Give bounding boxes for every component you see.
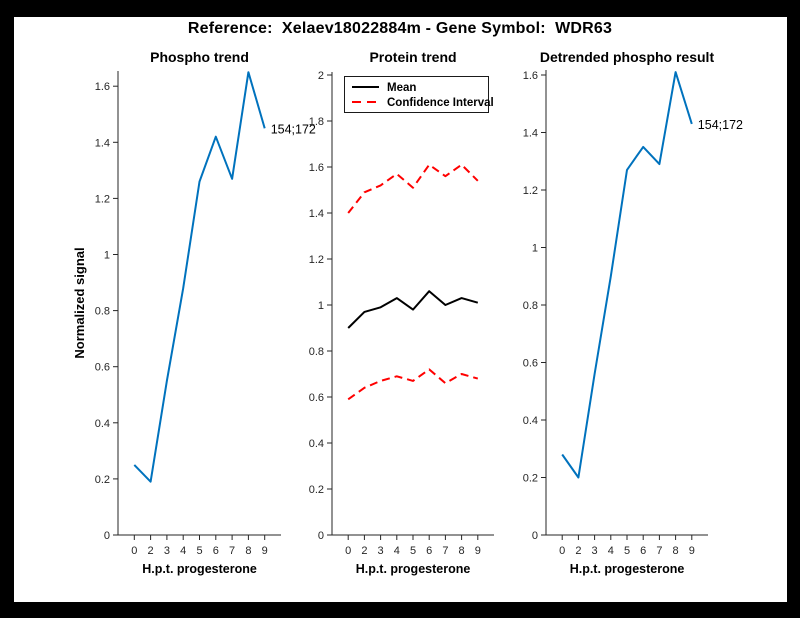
series-mean-line: [347, 290, 479, 329]
y-tick-label: 1.2: [95, 193, 110, 205]
site-annotation: 154;172: [698, 118, 743, 132]
y-tick-label: 1.6: [95, 81, 110, 93]
y-tick-label: 0.4: [95, 418, 110, 430]
y-tick-label: 1.4: [95, 137, 110, 149]
y-tick-label: 0: [104, 530, 110, 542]
x-tick-label: 7: [442, 545, 448, 557]
y-tick-label: 0.4: [309, 438, 324, 450]
y-tick-label: 0.8: [309, 346, 324, 358]
y-tick-label: 1.6: [523, 70, 538, 82]
y-tick-label: 1.8: [309, 116, 324, 128]
y-tick-label: 1: [532, 243, 538, 255]
y-tick-label: 2: [318, 70, 324, 82]
x-tick-label: 6: [640, 545, 646, 557]
x-tick-label: 9: [475, 545, 481, 557]
subplot-title: Detrended phospho result: [540, 49, 715, 65]
x-tick-label: 4: [608, 545, 614, 557]
x-tick-label: 5: [410, 545, 416, 557]
subplot-2: 00.20.40.60.811.21.41.61.820 2 3 4 5 6 7 8 9H.p.…: [309, 49, 494, 576]
x-tick-label: 6: [213, 545, 219, 557]
subplot-1: 00.20.40.60.811.21.41.60 2 3 4 5 6 7 8 9H.p.t. p…: [72, 49, 316, 576]
y-tick-label: 0.2: [309, 484, 324, 496]
y-tick-label: 0.8: [95, 306, 110, 318]
series-confidence-upper-line: [347, 163, 479, 214]
x-tick-label: 0: [131, 545, 137, 557]
x-tick-label: 0: [345, 545, 351, 557]
y-tick-label: 1.4: [523, 128, 538, 140]
x-tick-label: 8: [245, 545, 251, 557]
x-tick-label: 3: [164, 545, 170, 557]
x-tick-label: 7: [656, 545, 662, 557]
subplot-title: Protein trend: [369, 49, 456, 65]
y-tick-label: 0.2: [523, 473, 538, 485]
x-tick-label: 3: [378, 545, 384, 557]
x-tick-label: 2: [575, 545, 581, 557]
x-axis-title: H.p.t. progesterone: [142, 562, 257, 576]
x-tick-label: 9: [689, 545, 695, 557]
x-tick-label: 8: [673, 545, 679, 557]
y-tick-label: 1.6: [309, 162, 324, 174]
y-tick-label: 0.6: [309, 392, 324, 404]
x-tick-label: 8: [459, 545, 465, 557]
x-tick-label: 4: [394, 545, 400, 557]
y-tick-label: 1.2: [309, 254, 324, 266]
y-tick-label: 0.4: [523, 415, 538, 427]
x-tick-label: 7: [229, 545, 235, 557]
y-tick-label: 0.6: [523, 358, 538, 370]
series-detrended-phospho-line: [561, 71, 693, 479]
x-tick-label: 2: [148, 545, 154, 557]
figure-canvas: [14, 17, 787, 602]
y-tick-label: 0.8: [523, 300, 538, 312]
legend-label: Mean: [387, 82, 416, 94]
y-tick-label: 0: [532, 530, 538, 542]
x-tick-label: 5: [624, 545, 630, 557]
subplot-title: Phospho trend: [150, 49, 249, 65]
x-tick-label: 6: [426, 545, 432, 557]
y-tick-label: 1.4: [309, 208, 324, 220]
y-tick-label: 1.2: [523, 185, 538, 197]
x-axis-title: H.p.t. progesterone: [356, 562, 471, 576]
y-tick-label: 1: [104, 250, 110, 262]
legend-box: [344, 76, 489, 113]
site-annotation: 154;172: [271, 122, 316, 136]
y-tick-label: 0.6: [95, 362, 110, 374]
figure-title: Reference: Xelaev18022884m - Gene Symbol…: [187, 20, 613, 37]
series-phospho-signal-line: [133, 71, 266, 483]
x-axis-title: H.p.t. progesterone: [570, 562, 685, 576]
y-tick-label: 0.2: [95, 474, 110, 486]
y-tick-label: 0: [318, 530, 324, 542]
x-tick-label: 0: [559, 545, 565, 557]
x-tick-label: 2: [361, 545, 367, 557]
x-tick-label: 5: [196, 545, 202, 557]
subplot-3: 00.20.40.60.811.21.41.60 2 3 4 5 6 7 8 9H.p.t. p…: [523, 49, 743, 576]
y-tick-label: 1: [318, 300, 324, 312]
x-tick-label: 4: [180, 545, 186, 557]
y-axis-title: Normalized signal: [72, 247, 87, 358]
x-tick-label: 9: [262, 545, 268, 557]
series-confidence-lower-line: [347, 368, 479, 401]
x-tick-label: 3: [592, 545, 598, 557]
legend-label: Confidence Interval: [387, 97, 494, 109]
